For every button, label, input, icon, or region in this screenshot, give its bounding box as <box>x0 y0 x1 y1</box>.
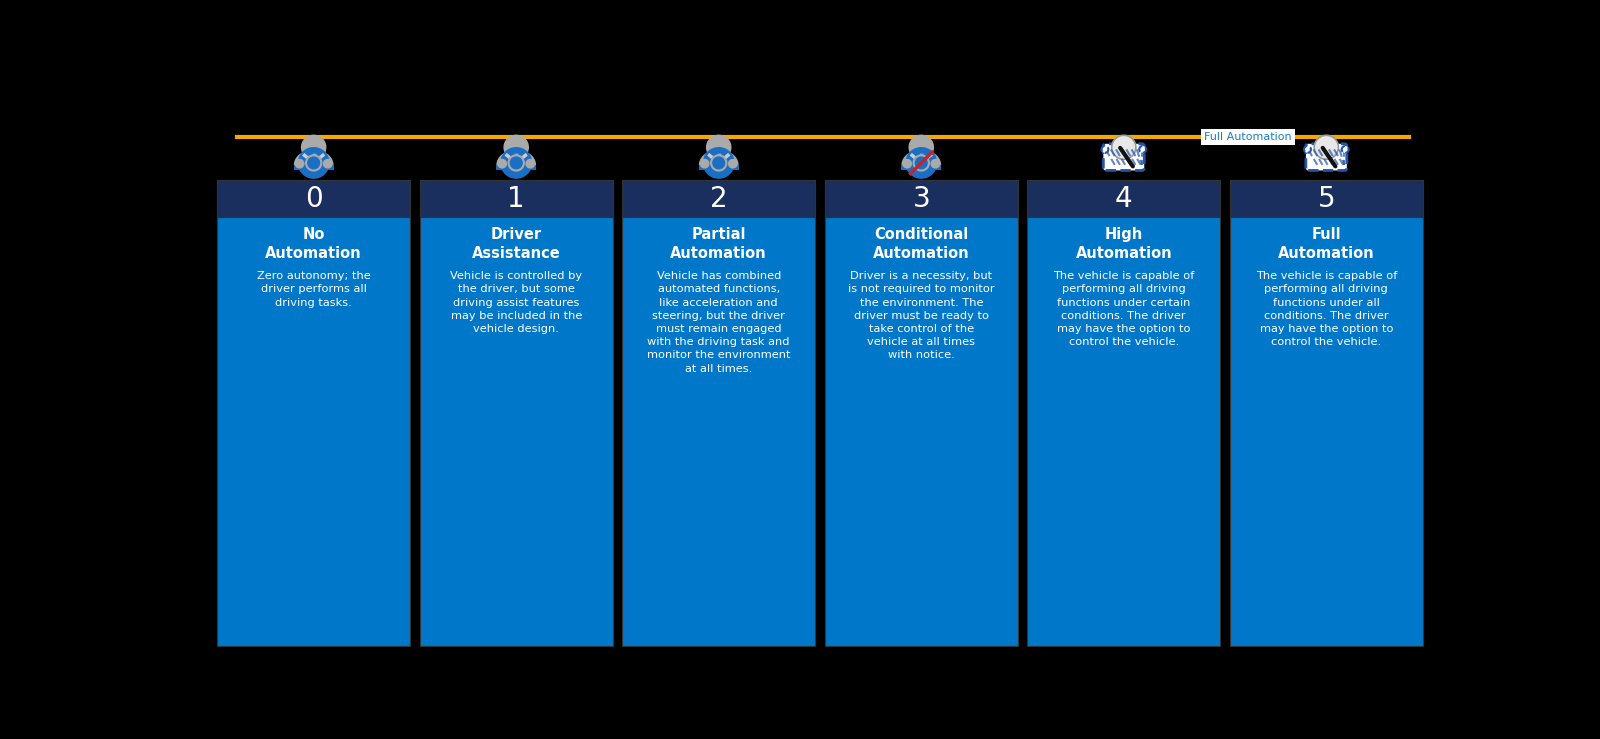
Circle shape <box>1342 146 1349 153</box>
Text: Full Automation: Full Automation <box>1203 132 1291 142</box>
Circle shape <box>1112 135 1136 160</box>
Circle shape <box>509 155 523 171</box>
Text: 4: 4 <box>1115 185 1133 213</box>
Text: Partial
Automation: Partial Automation <box>670 227 766 261</box>
Polygon shape <box>704 148 734 178</box>
FancyBboxPatch shape <box>824 180 1018 646</box>
Circle shape <box>728 160 738 168</box>
Polygon shape <box>501 148 531 178</box>
Circle shape <box>323 160 331 168</box>
Circle shape <box>526 160 534 168</box>
FancyBboxPatch shape <box>699 165 739 170</box>
Circle shape <box>504 135 528 160</box>
Text: 5: 5 <box>1317 185 1334 213</box>
Text: Zero autonomy; the
driver performs all
driving tasks.: Zero autonomy; the driver performs all d… <box>256 271 371 307</box>
FancyBboxPatch shape <box>1306 144 1347 171</box>
Text: High
Automation: High Automation <box>1075 227 1173 261</box>
Circle shape <box>902 160 912 168</box>
FancyBboxPatch shape <box>1230 180 1422 646</box>
Text: 1: 1 <box>507 185 525 213</box>
Text: No
Automation: No Automation <box>266 227 362 261</box>
FancyBboxPatch shape <box>824 180 1018 217</box>
FancyBboxPatch shape <box>1027 180 1221 217</box>
Circle shape <box>301 135 326 160</box>
Circle shape <box>707 135 731 160</box>
FancyBboxPatch shape <box>496 165 536 170</box>
Text: 2: 2 <box>710 185 728 213</box>
Circle shape <box>914 155 930 171</box>
Text: 0: 0 <box>304 185 323 213</box>
Polygon shape <box>498 150 536 165</box>
Circle shape <box>1304 146 1310 153</box>
Polygon shape <box>294 150 333 165</box>
Polygon shape <box>906 148 936 178</box>
Polygon shape <box>699 150 738 165</box>
Circle shape <box>931 160 939 168</box>
Circle shape <box>909 135 933 160</box>
Text: Driver
Assistance: Driver Assistance <box>472 227 560 261</box>
Text: Conditional
Automation: Conditional Automation <box>874 227 970 261</box>
FancyBboxPatch shape <box>901 165 941 170</box>
Circle shape <box>498 160 506 168</box>
FancyBboxPatch shape <box>293 165 334 170</box>
FancyBboxPatch shape <box>419 180 613 217</box>
FancyBboxPatch shape <box>622 180 816 646</box>
FancyBboxPatch shape <box>218 180 410 646</box>
FancyBboxPatch shape <box>1027 180 1221 646</box>
Text: The vehicle is capable of
performing all driving
functions under certain
conditi: The vehicle is capable of performing all… <box>1053 271 1195 347</box>
Circle shape <box>1139 146 1146 153</box>
Text: 3: 3 <box>912 185 930 213</box>
Text: The vehicle is capable of
performing all driving
functions under all
conditions.: The vehicle is capable of performing all… <box>1256 271 1397 347</box>
Polygon shape <box>902 150 941 165</box>
Circle shape <box>710 155 726 171</box>
FancyBboxPatch shape <box>622 180 816 217</box>
Text: Vehicle is controlled by
the driver, but some
driving assist features
may be inc: Vehicle is controlled by the driver, but… <box>450 271 582 334</box>
FancyBboxPatch shape <box>218 180 410 217</box>
Text: Vehicle has combined
automated functions,
like acceleration and
steering, but th: Vehicle has combined automated functions… <box>646 271 790 374</box>
Text: Full
Automation: Full Automation <box>1278 227 1374 261</box>
Circle shape <box>1314 135 1339 160</box>
FancyBboxPatch shape <box>1104 144 1144 171</box>
Circle shape <box>1101 146 1109 153</box>
Polygon shape <box>298 148 330 178</box>
Circle shape <box>701 160 709 168</box>
Text: Driver is a necessity, but
is not required to monitor
the environment. The
drive: Driver is a necessity, but is not requir… <box>848 271 995 361</box>
Circle shape <box>296 160 304 168</box>
FancyBboxPatch shape <box>1230 180 1422 217</box>
FancyBboxPatch shape <box>419 180 613 646</box>
Circle shape <box>306 155 322 171</box>
